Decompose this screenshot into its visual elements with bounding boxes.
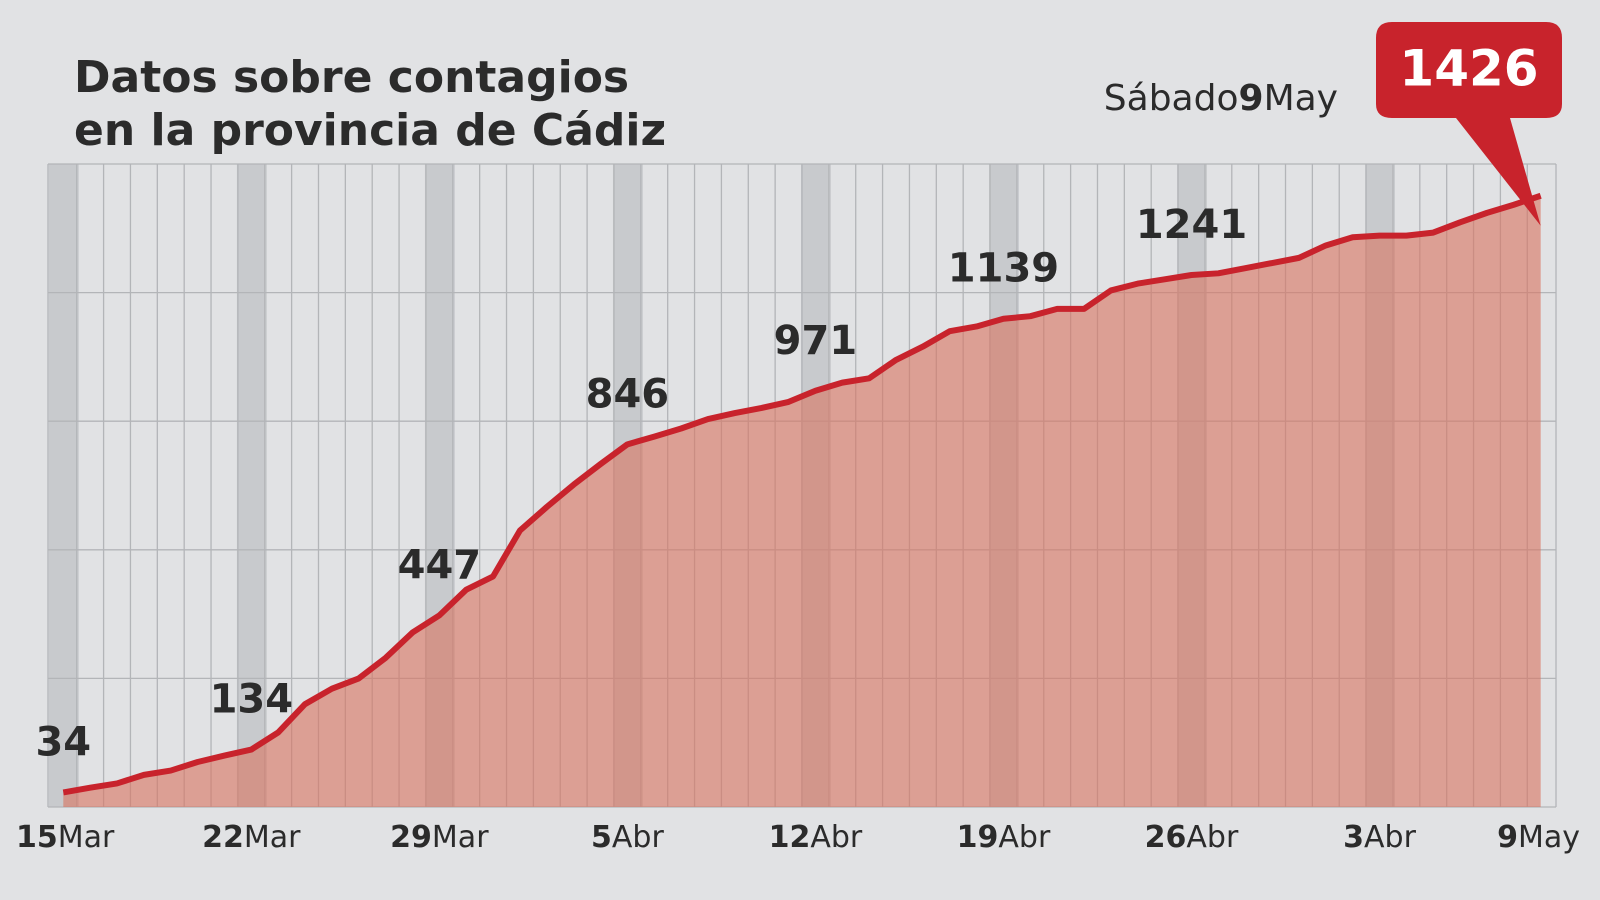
data-label: 134 <box>210 677 294 723</box>
data-label: 846 <box>586 371 670 417</box>
x-tick-label: 12Abr <box>769 820 863 855</box>
data-label: 447 <box>398 542 482 588</box>
data-label: 1139 <box>948 246 1059 292</box>
x-tick-label: 22Mar <box>202 820 301 855</box>
chart-subtitle: Sábado9May <box>1104 78 1338 119</box>
x-tick-label: 3Abr <box>1343 820 1416 855</box>
data-label: 971 <box>774 318 858 364</box>
chart-title: Datos sobre contagios <box>74 52 629 103</box>
week-band <box>236 164 267 807</box>
data-label: 34 <box>35 719 91 765</box>
callout-box <box>1376 22 1562 226</box>
x-tick-label: 29Mar <box>390 820 489 855</box>
x-tick-label: 15Mar <box>16 820 115 855</box>
line <box>62 192 1542 796</box>
area <box>63 195 1541 808</box>
x-tick-label: 5Abr <box>591 820 664 855</box>
data-label: 1241 <box>1136 202 1247 248</box>
chart-title: en la provincia de Cádiz <box>74 105 666 156</box>
x-tick-label: 19Abr <box>957 820 1051 855</box>
week-band <box>48 164 79 807</box>
x-tick-label: 26Abr <box>1145 820 1239 855</box>
x-tick-label: 9May <box>1497 820 1580 855</box>
callout-label: 1426 <box>1399 40 1538 98</box>
